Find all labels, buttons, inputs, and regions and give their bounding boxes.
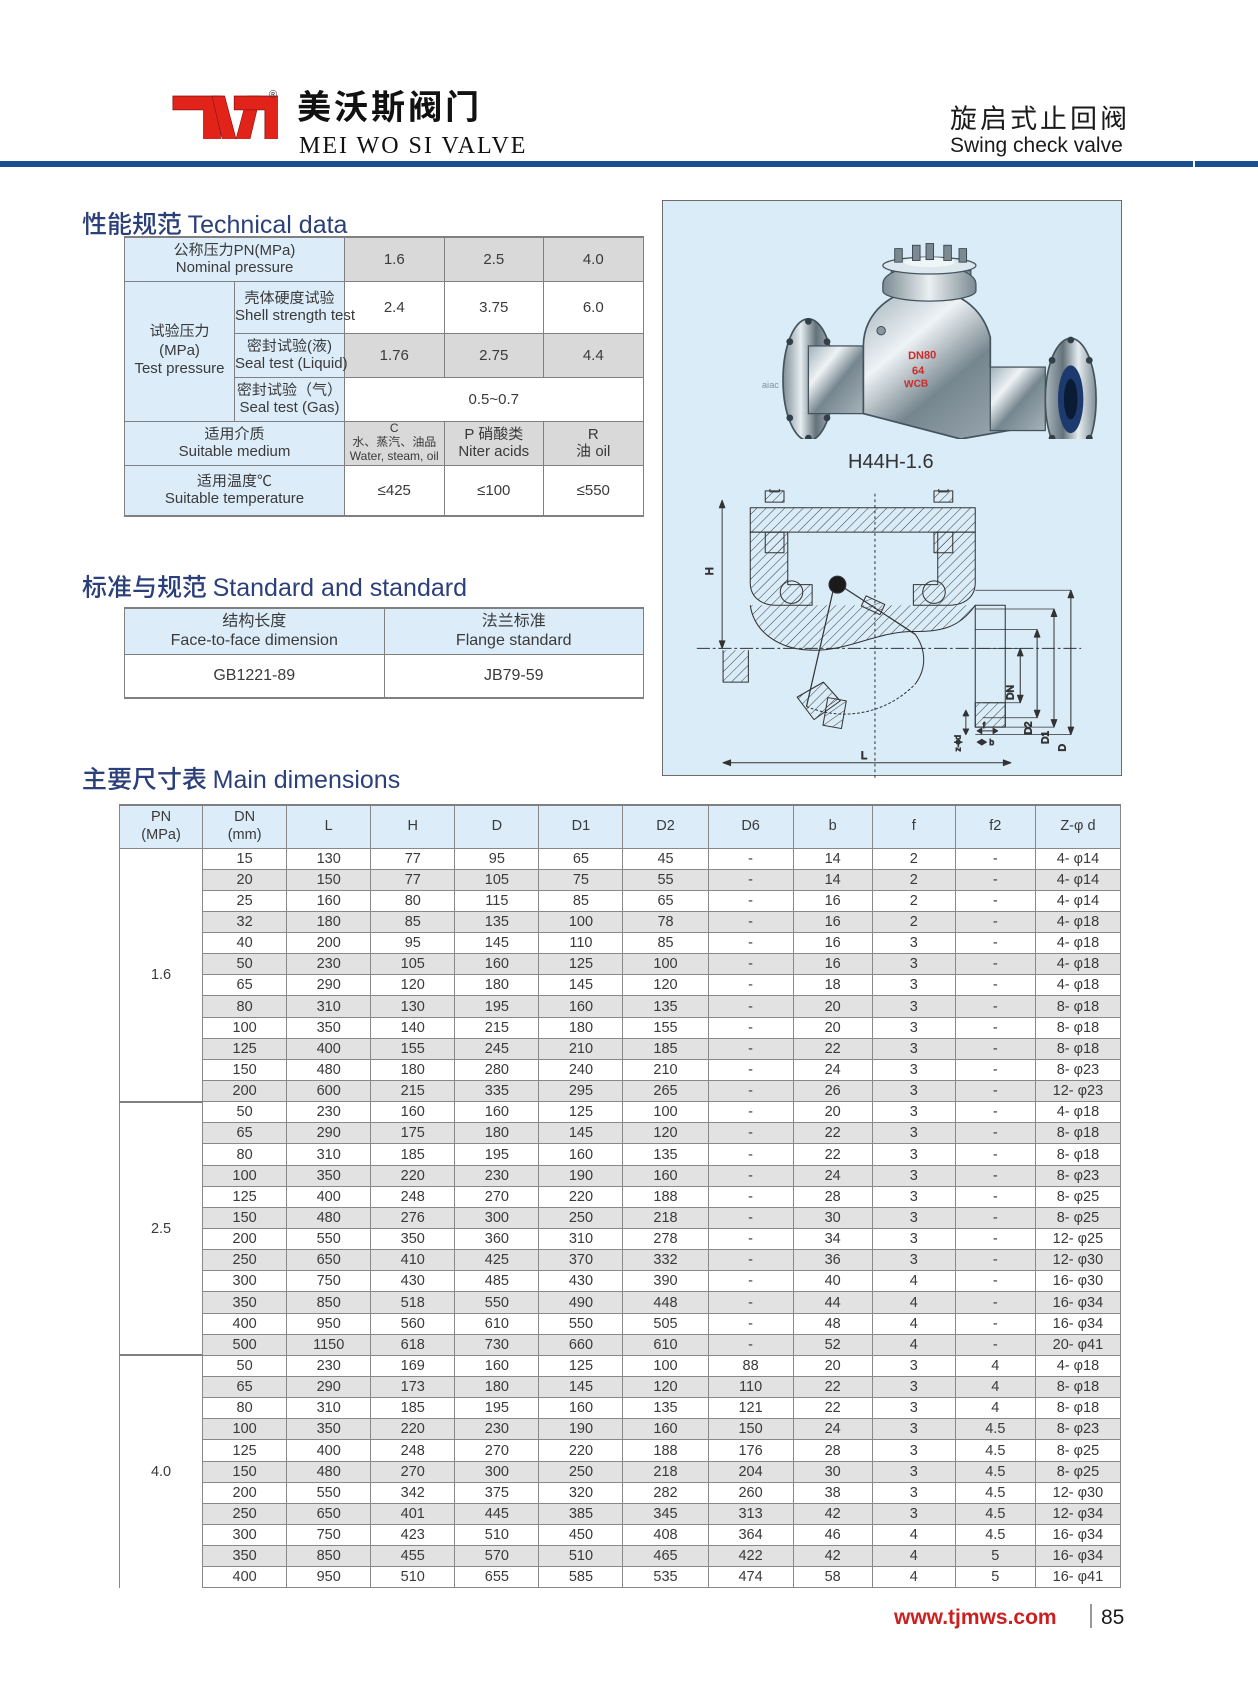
svg-text:z-ϕd: z-ϕd bbox=[952, 735, 962, 752]
svg-text:H: H bbox=[704, 567, 716, 575]
svg-text:DN: DN bbox=[1006, 685, 1017, 700]
svg-text:aiac: aiac bbox=[762, 380, 779, 390]
svg-text:64: 64 bbox=[912, 365, 926, 377]
svg-text:L: L bbox=[861, 750, 867, 762]
svg-text:DN80: DN80 bbox=[908, 349, 937, 362]
svg-text:b: b bbox=[989, 737, 994, 747]
svg-text:D1: D1 bbox=[1040, 731, 1051, 744]
svg-text:D: D bbox=[1057, 744, 1068, 751]
svg-text:D2: D2 bbox=[1024, 721, 1035, 734]
svg-text:WCB: WCB bbox=[904, 379, 929, 391]
